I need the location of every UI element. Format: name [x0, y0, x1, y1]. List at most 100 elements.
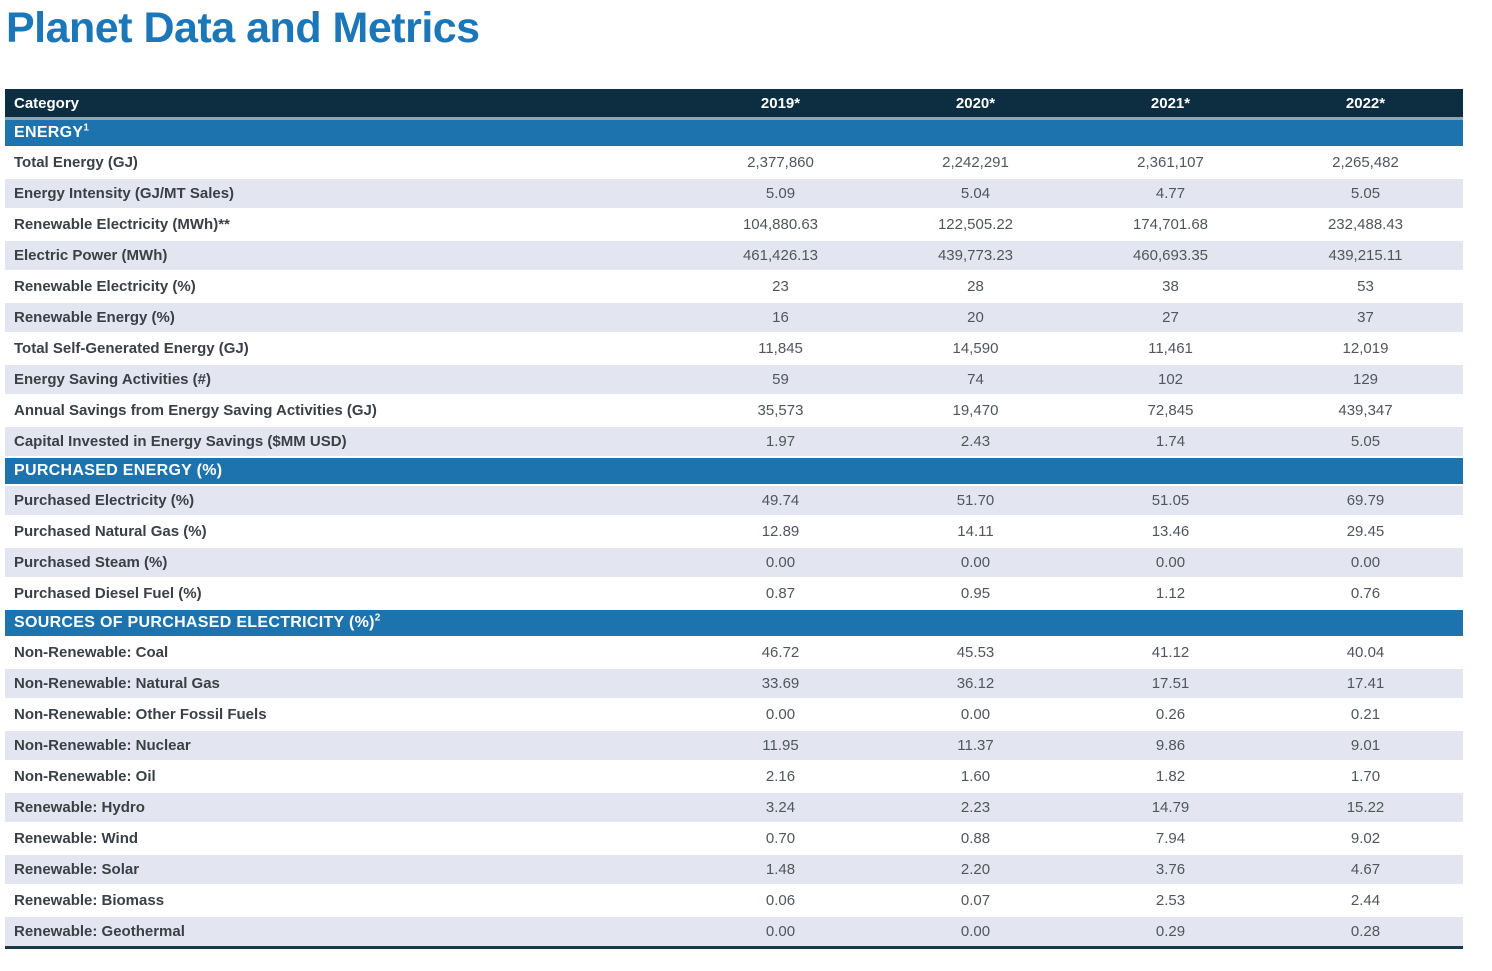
table-header-row: Category 2019* 2020* 2021* 2022* — [5, 89, 1463, 120]
category-cell: Purchased Diesel Fuel (%) — [5, 578, 683, 610]
value-cell: 7.94 — [1073, 823, 1268, 855]
value-cell: 1.60 — [878, 761, 1073, 793]
value-cell: 5.05 — [1268, 426, 1463, 458]
category-cell: Non-Renewable: Other Fossil Fuels — [5, 699, 683, 731]
value-cell: 0.87 — [683, 578, 878, 610]
value-cell: 14.79 — [1073, 792, 1268, 824]
category-cell: Renewable Energy (%) — [5, 302, 683, 334]
value-cell: 16 — [683, 302, 878, 334]
value-cell: 45.53 — [878, 637, 1073, 669]
value-cell: 2.23 — [878, 792, 1073, 824]
value-cell: 102 — [1073, 364, 1268, 396]
value-cell: 174,701.68 — [1073, 209, 1268, 241]
value-cell: 0.76 — [1268, 578, 1463, 610]
value-cell: 40.04 — [1268, 637, 1463, 669]
value-cell: 5.09 — [683, 178, 878, 210]
value-cell: 0.00 — [683, 916, 878, 949]
category-cell: Non-Renewable: Coal — [5, 637, 683, 669]
value-cell: 23 — [683, 271, 878, 303]
table-row: Renewable: Wind 0.70 0.88 7.94 9.02 — [5, 823, 1463, 855]
table-row: Total Self-Generated Energy (GJ) 11,845 14… — [5, 333, 1463, 365]
value-cell: 0.95 — [878, 578, 1073, 610]
category-cell: Purchased Natural Gas (%) — [5, 516, 683, 548]
value-cell: 12,019 — [1268, 333, 1463, 365]
table-row: Total Energy (GJ) 2,377,860 2,242,291 2,361… — [5, 147, 1463, 179]
value-cell: 51.70 — [878, 485, 1073, 517]
value-cell: 2.16 — [683, 761, 878, 793]
column-header-year-2019: 2019* — [683, 89, 878, 120]
value-cell: 59 — [683, 364, 878, 396]
table-row: Capital Invested in Energy Savings ($MM … — [5, 426, 1463, 458]
value-cell: 3.24 — [683, 792, 878, 824]
value-cell: 20 — [878, 302, 1073, 334]
value-cell: 0.00 — [683, 547, 878, 579]
value-cell: 2,361,107 — [1073, 147, 1268, 179]
table-row: Renewable: Hydro 3.24 2.23 14.79 15.22 — [5, 792, 1463, 824]
table-row: Energy Intensity (GJ/MT Sales) 5.09 5.04 4.… — [5, 178, 1463, 210]
table-row: Energy Saving Activities (#) 59 74 102 129 — [5, 364, 1463, 396]
value-cell: 460,693.35 — [1073, 240, 1268, 272]
value-cell: 14.11 — [878, 516, 1073, 548]
value-cell: 2.44 — [1268, 885, 1463, 917]
value-cell: 232,488.43 — [1268, 209, 1463, 241]
value-cell: 0.00 — [878, 699, 1073, 731]
value-cell: 0.00 — [1073, 547, 1268, 579]
value-cell: 2,242,291 — [878, 147, 1073, 179]
value-cell: 5.05 — [1268, 178, 1463, 210]
category-cell: Electric Power (MWh) — [5, 240, 683, 272]
value-cell: 37 — [1268, 302, 1463, 334]
value-cell: 38 — [1073, 271, 1268, 303]
section-header-row: ENERGY1 — [5, 117, 1463, 148]
value-cell: 17.41 — [1268, 668, 1463, 700]
value-cell: 4.77 — [1073, 178, 1268, 210]
value-cell: 104,880.63 — [683, 209, 878, 241]
category-cell: Purchased Steam (%) — [5, 547, 683, 579]
value-cell: 461,426.13 — [683, 240, 878, 272]
value-cell: 12.89 — [683, 516, 878, 548]
column-header-year-2021: 2021* — [1073, 89, 1268, 120]
value-cell: 69.79 — [1268, 485, 1463, 517]
section-header-row: PURCHASED ENERGY (%) — [5, 456, 1463, 486]
value-cell: 2.53 — [1073, 885, 1268, 917]
table-row: Annual Savings from Energy Saving Activi… — [5, 395, 1463, 427]
value-cell: 27 — [1073, 302, 1268, 334]
value-cell: 11,845 — [683, 333, 878, 365]
category-cell: Annual Savings from Energy Saving Activi… — [5, 395, 683, 427]
table-row: Non-Renewable: Natural Gas 33.69 36.12 17.5… — [5, 668, 1463, 700]
table-row: Renewable: Solar 1.48 2.20 3.76 4.67 — [5, 854, 1463, 886]
value-cell: 35,573 — [683, 395, 878, 427]
category-cell: Renewable: Wind — [5, 823, 683, 855]
value-cell: 1.48 — [683, 854, 878, 886]
value-cell: 0.29 — [1073, 916, 1268, 949]
value-cell: 0.06 — [683, 885, 878, 917]
table-row: Renewable: Geothermal 0.00 0.00 0.29 0.28 — [5, 916, 1463, 949]
section-title-text: SOURCES OF PURCHASED ELECTRICITY (%) — [14, 614, 375, 631]
value-cell: 11.37 — [878, 730, 1073, 762]
value-cell: 1.74 — [1073, 426, 1268, 458]
category-cell: Renewable: Geothermal — [5, 916, 683, 949]
value-cell: 4.67 — [1268, 854, 1463, 886]
table-row: Purchased Diesel Fuel (%) 0.87 0.95 1.12 0.7… — [5, 578, 1463, 610]
page-title: Planet Data and Metrics — [6, 4, 480, 52]
value-cell: 0.70 — [683, 823, 878, 855]
table-row: Purchased Natural Gas (%) 12.89 14.11 13.46… — [5, 516, 1463, 548]
value-cell: 1.70 — [1268, 761, 1463, 793]
table-row: Non-Renewable: Coal 46.72 45.53 41.12 40.04 — [5, 637, 1463, 669]
value-cell: 2.20 — [878, 854, 1073, 886]
value-cell: 439,347 — [1268, 395, 1463, 427]
column-header-year-2020: 2020* — [878, 89, 1073, 120]
category-cell: Renewable: Solar — [5, 854, 683, 886]
value-cell: 9.86 — [1073, 730, 1268, 762]
column-header-category: Category — [5, 89, 683, 120]
table-row: Electric Power (MWh) 461,426.13 439,773.23… — [5, 240, 1463, 272]
value-cell: 439,773.23 — [878, 240, 1073, 272]
category-cell: Non-Renewable: Oil — [5, 761, 683, 793]
value-cell: 14,590 — [878, 333, 1073, 365]
category-cell: Non-Renewable: Nuclear — [5, 730, 683, 762]
value-cell: 122,505.22 — [878, 209, 1073, 241]
section-footnote-marker: 1 — [83, 122, 90, 134]
category-cell: Purchased Electricity (%) — [5, 485, 683, 517]
table-row: Purchased Electricity (%) 49.74 51.70 51.05… — [5, 485, 1463, 517]
value-cell: 5.04 — [878, 178, 1073, 210]
section-header-row: SOURCES OF PURCHASED ELECTRICITY (%)2 — [5, 608, 1463, 638]
